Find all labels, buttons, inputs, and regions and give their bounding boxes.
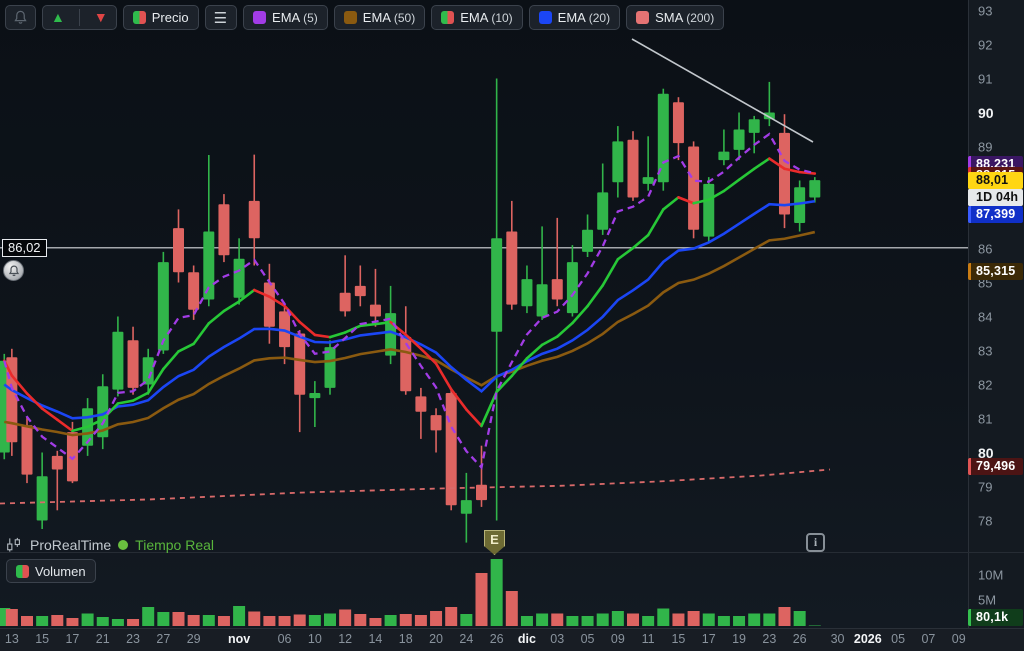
price-axis[interactable] — [968, 0, 1024, 628]
time-axis-tick: 21 — [95, 632, 110, 646]
time-axis-tick: 17 — [701, 632, 716, 646]
time-axis-tick: 24 — [459, 632, 474, 646]
ema5-swatch-icon — [253, 11, 267, 24]
time-axis-tick: 23 — [126, 632, 140, 646]
time-axis-tick: 12 — [338, 632, 353, 646]
scroll-arrows-button: ▲ ▼ — [42, 5, 117, 30]
time-axis-tick: 13 — [4, 632, 19, 646]
price-axis-tick: 89 — [978, 139, 993, 154]
time-axis-tick: 15 — [671, 632, 686, 646]
time-axis-tick: 20 — [429, 632, 443, 646]
info-icon[interactable]: i — [806, 533, 825, 552]
time-axis-tick: 03 — [550, 632, 565, 646]
platform-name: ProRealTime — [30, 537, 112, 553]
price-axis-tick: 80 — [978, 444, 994, 461]
time-axis-tick: 05 — [891, 632, 906, 646]
arrow-up-button[interactable]: ▲ — [51, 9, 65, 25]
time-axis-tick: 11 — [641, 632, 655, 646]
price-chip: 87,399 — [968, 206, 1023, 223]
time-axis-tick: 09 — [610, 632, 625, 646]
time-axis-tick: 18 — [398, 632, 413, 646]
time-axis-tick: 29 — [186, 632, 201, 646]
candles-logo-icon — [7, 537, 20, 552]
earnings-marker[interactable]: E — [484, 530, 505, 555]
price-chip: 88,01 — [968, 172, 1023, 189]
indicator-button-ema20[interactable]: EMA (20) — [528, 5, 621, 30]
price-legend-label: Precio — [151, 10, 189, 25]
time-axis-tick: 06 — [277, 632, 292, 646]
price-axis-tick: 90 — [978, 104, 994, 121]
ema10-swatch-icon — [441, 11, 455, 24]
price-axis-tick: 86 — [978, 241, 993, 256]
alarm-bubble[interactable] — [3, 260, 24, 281]
bell-icon — [14, 10, 27, 24]
time-axis-tick: 27 — [156, 632, 171, 646]
time-axis-tick: 23 — [762, 632, 777, 646]
time-axis[interactable] — [0, 628, 1024, 651]
arrow-down-button[interactable]: ▼ — [93, 9, 108, 25]
realtime-status-label: Tiempo Real — [135, 537, 215, 553]
price-axis-tick: 78 — [978, 513, 993, 528]
sma200-swatch-icon — [636, 11, 650, 24]
volume-legend-label: Volumen — [35, 563, 86, 579]
time-axis-tick: 09 — [951, 632, 966, 646]
time-axis-tick: nov — [227, 632, 251, 646]
price-chip: 80,1k — [968, 609, 1023, 626]
chart-toolbar: ▲ ▼ Precio ☰ EMA (5) EMA (50) EMA (10) E… — [5, 5, 725, 30]
price-chip: 85,315 — [968, 263, 1023, 280]
list-icon: ☰ — [213, 9, 229, 27]
volume-axis-tick: 10M — [978, 567, 1004, 583]
hline-price-label[interactable]: 86,02 — [2, 239, 47, 257]
time-axis-tick: 19 — [732, 632, 746, 646]
volume-swatch-icon — [16, 564, 29, 578]
indicator-button-ema50[interactable]: EMA (50) — [333, 5, 426, 30]
price-axis-tick: 92 — [978, 37, 993, 52]
time-axis-tick: 30 — [830, 632, 845, 646]
platform-status-row: ProRealTime Tiempo Real — [6, 537, 214, 553]
list-button[interactable]: ☰ — [204, 5, 238, 30]
time-axis-tick: 10 — [307, 632, 322, 646]
time-axis-tick: 2026 — [853, 632, 882, 646]
indicator-button-ema10[interactable]: EMA (10) — [431, 5, 523, 30]
time-axis-tick: 26 — [489, 632, 504, 646]
volume-axis-tick: 5M — [978, 592, 997, 608]
price-axis-tick: 81 — [978, 411, 993, 426]
price-chip: 1D 04h — [968, 189, 1023, 206]
time-axis-tick: dic — [517, 632, 536, 646]
time-axis-tick: 26 — [792, 632, 807, 646]
price-axis-tick: 93 — [978, 3, 993, 18]
candlestick-icon — [132, 11, 146, 24]
pane-separator[interactable] — [0, 552, 1024, 553]
ema50-swatch-icon — [343, 11, 357, 24]
realtime-status-icon — [118, 540, 129, 550]
alarm-button[interactable] — [5, 5, 36, 30]
volume-legend-button[interactable]: Volumen — [6, 559, 96, 583]
price-axis-tick: 83 — [978, 343, 993, 358]
indicator-button-ema5[interactable]: EMA (5) — [243, 5, 328, 30]
time-axis-tick: 17 — [65, 632, 80, 646]
price-axis-tick: 82 — [978, 377, 993, 392]
bell-icon — [8, 265, 19, 276]
price-axis-tick: 79 — [978, 479, 993, 494]
time-axis-tick: 14 — [368, 632, 383, 646]
price-axis-tick: 84 — [978, 309, 993, 324]
price-legend-button[interactable]: Precio — [122, 5, 199, 30]
price-chip: 79,496 — [968, 458, 1023, 475]
price-axis-tick: 91 — [978, 71, 993, 86]
time-axis-tick: 07 — [921, 632, 936, 646]
button-divider — [78, 9, 80, 26]
ema20-swatch-icon — [538, 11, 552, 24]
time-axis-tick: 15 — [35, 632, 50, 646]
indicator-button-sma200[interactable]: SMA (200) — [626, 5, 725, 30]
time-axis-tick: 05 — [580, 632, 595, 646]
